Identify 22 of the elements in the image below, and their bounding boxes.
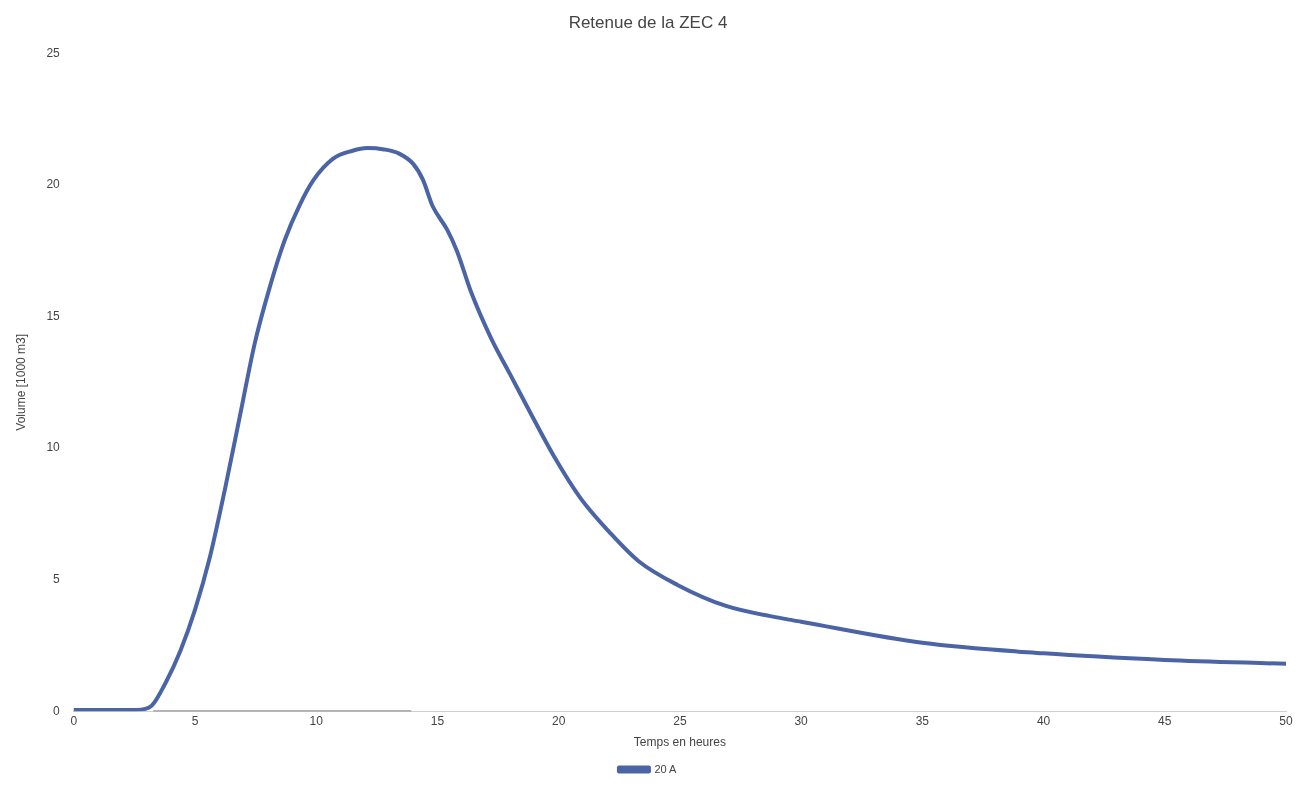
x-tick-label: 0 [70,713,78,728]
x-tick-label: 20 [551,713,566,728]
y-tick-label: 0 [53,703,61,718]
x-tick-label: 15 [430,713,445,728]
x-tick-label: 40 [1036,713,1051,728]
x-axis-title: Temps en heures [633,735,726,750]
y-axis-title: Volume [1000 m3] [13,333,28,431]
x-tick-label: 10 [309,713,324,728]
y-tick-label: 10 [46,440,61,455]
y-tick-label: 15 [46,308,61,323]
x-tick-label: 35 [915,713,930,728]
legend-label: 20 A [654,762,678,775]
y-tick-label: 25 [46,45,61,60]
x-tick-label: 30 [794,713,809,728]
line-series [73,146,1286,712]
x-tick-label: 5 [191,713,199,728]
x-tick-label: 25 [673,713,687,728]
y-tick-label: 5 [53,571,61,586]
x-tick-label: 50 [1279,713,1293,728]
y-tick-label: 20 [46,177,61,192]
x-tick-label: 45 [1158,713,1172,728]
chart-title: Retenue de la ZEC 4 [568,12,728,32]
